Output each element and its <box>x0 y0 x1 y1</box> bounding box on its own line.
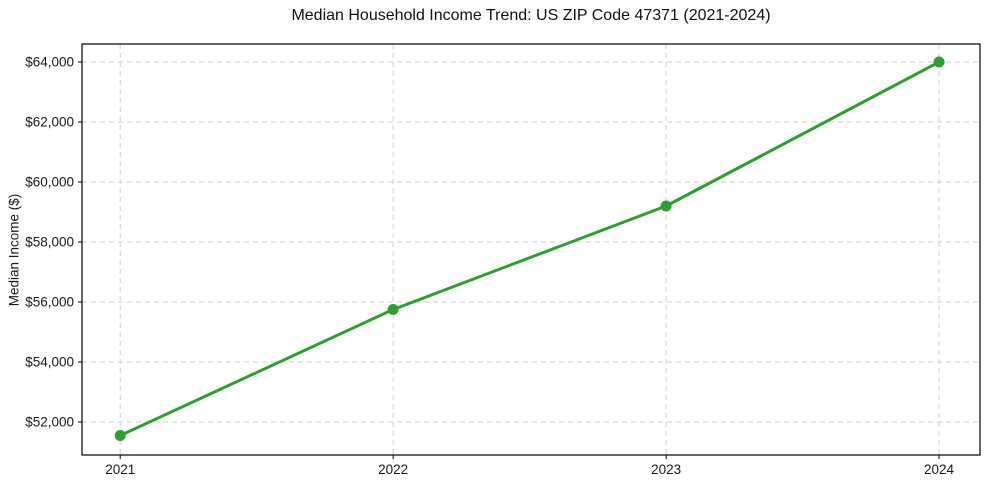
chart-title: Median Household Income Trend: US ZIP Co… <box>291 7 771 24</box>
x-tick-label: 2024 <box>924 462 955 477</box>
data-point-2022 <box>387 304 399 315</box>
y-tick-label: $56,000 <box>25 295 74 310</box>
y-tick-label: $62,000 <box>25 115 74 130</box>
y-tick-label: $64,000 <box>25 55 74 70</box>
income-trend-line <box>118 60 941 437</box>
y-tick-label: $58,000 <box>25 235 74 250</box>
y-tick-label: $54,000 <box>25 355 74 370</box>
data-point-2023 <box>660 200 672 212</box>
data-point-2024 <box>933 56 945 68</box>
x-tick-label: 2022 <box>378 462 408 477</box>
plot-border <box>81 43 981 456</box>
y-tick-label: $52,000 <box>25 415 74 430</box>
x-tick-label: 2021 <box>105 462 135 477</box>
data-point-2021 <box>114 430 126 441</box>
x-tick-label: 2023 <box>651 462 681 477</box>
y-tick-label: $60,000 <box>25 175 74 190</box>
